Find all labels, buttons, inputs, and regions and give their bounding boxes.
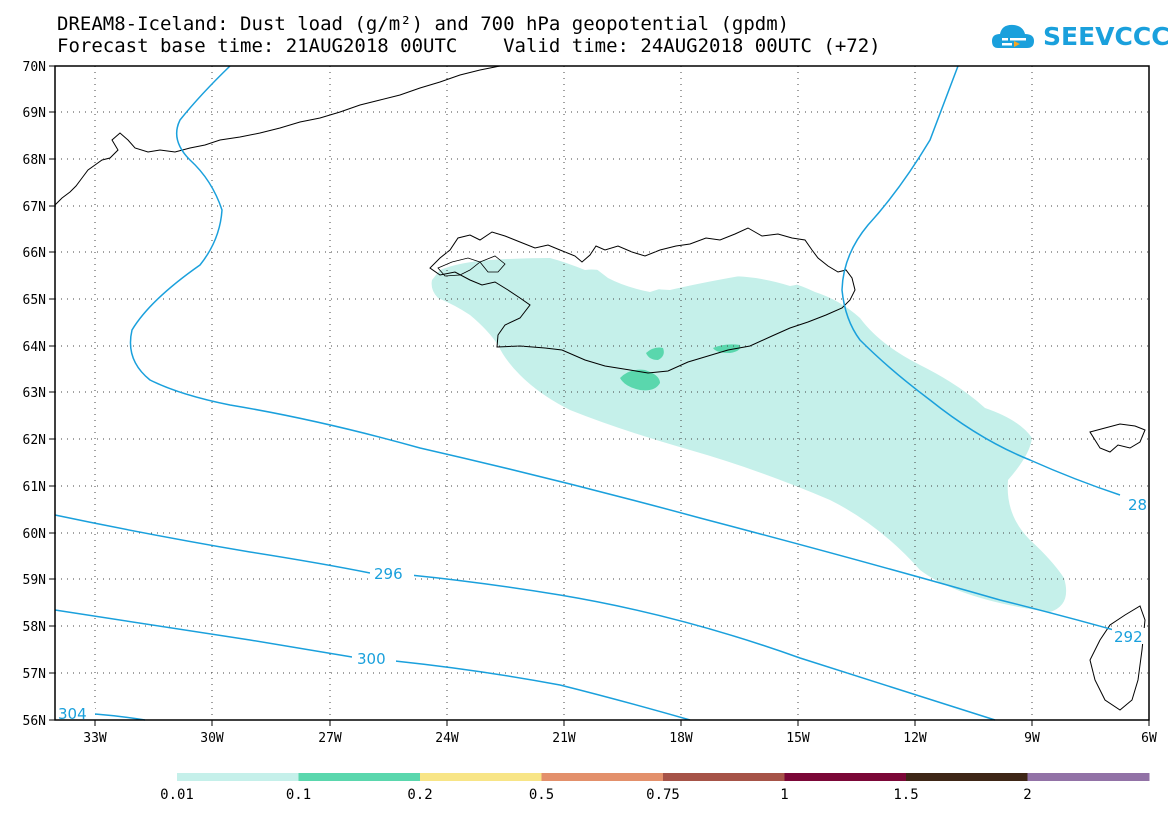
lat-label: 60N <box>23 527 46 542</box>
legend-swatch <box>1027 773 1150 781</box>
legend-label: 2 <box>1023 787 1031 803</box>
legend-swatch <box>177 773 299 781</box>
lon-label: 33W <box>83 731 107 746</box>
legend-label: 1.5 <box>893 787 918 803</box>
lon-label: 9W <box>1024 731 1040 746</box>
lat-label: 66N <box>23 246 46 261</box>
lon-axis: 33W 30W 27W 24W 21W 18W 15W 12W 9W 6W <box>83 731 1157 746</box>
legend-swatch <box>784 773 907 781</box>
lon-label: 18W <box>669 731 693 746</box>
lat-label: 62N <box>23 433 46 448</box>
faroe-norway-coast <box>1089 423 1146 711</box>
legend-swatch <box>420 773 542 781</box>
lat-label: 61N <box>23 480 46 495</box>
lat-label: 68N <box>23 153 46 168</box>
colorbar-legend: 0.01 0.1 0.2 0.5 0.75 1 1.5 2 <box>160 773 1150 803</box>
label-bg-292 <box>1112 628 1149 644</box>
legend-swatch <box>298 773 421 781</box>
lon-label: 12W <box>903 731 927 746</box>
contour-label-300: 300 <box>357 650 386 668</box>
contour-west <box>129 65 1150 641</box>
lon-ticks <box>94 720 1150 726</box>
lat-label: 67N <box>23 200 46 215</box>
legend-swatch <box>541 773 664 781</box>
label-bg-28 <box>1124 494 1149 512</box>
dust-area-low <box>431 258 1067 612</box>
dust-gap <box>595 245 815 292</box>
forecast-times: Forecast base time: 21AUG2018 00UTC Vali… <box>57 35 881 57</box>
map-frame <box>54 65 1150 721</box>
seevccc-logo <box>992 24 1034 48</box>
lat-label: 64N <box>23 340 46 355</box>
dust-area-mid-3 <box>713 344 741 353</box>
geopotential-contours <box>54 65 1150 721</box>
iceland-coastline <box>429 227 856 374</box>
label-bg-300 <box>352 648 396 666</box>
lat-label: 63N <box>23 386 46 401</box>
lon-label: 27W <box>318 731 342 746</box>
contour-304 <box>94 713 146 721</box>
logo-text: SEEVCCC <box>1043 22 1170 51</box>
lon-label: 30W <box>200 731 224 746</box>
legend-label: 0.5 <box>529 787 554 803</box>
legend-label: 0.75 <box>646 787 680 803</box>
contour-label-292: 292 <box>1114 628 1143 646</box>
legend-label: 0.01 <box>160 787 194 803</box>
lat-ticks <box>49 65 55 721</box>
lat-label: 70N <box>23 60 46 75</box>
dust-area-mid-1 <box>620 369 660 391</box>
contour-label-296: 296 <box>374 565 403 583</box>
legend-swatch <box>906 773 1028 781</box>
lat-label: 59N <box>23 573 46 588</box>
lon-label: 6W <box>1141 731 1157 746</box>
map-title: DREAM8-Iceland: Dust load (g/m²) and 700… <box>57 13 790 35</box>
iceland-west-fjords <box>437 255 506 277</box>
label-bg-304 <box>55 705 95 720</box>
legend-label: 0.1 <box>286 787 311 803</box>
contour-label-28: 28 <box>1128 496 1147 514</box>
lat-label: 57N <box>23 667 46 682</box>
contour-300 <box>54 609 691 721</box>
lat-label: 56N <box>23 714 46 729</box>
legend-swatch <box>663 773 785 781</box>
lat-label: 69N <box>23 106 46 121</box>
greenland-coastline <box>54 65 501 206</box>
lat-axis: 70N 69N 68N 67N 66N 65N 64N 63N 62N 61N … <box>23 60 46 729</box>
graticule <box>55 66 1149 720</box>
lat-label: 58N <box>23 620 46 635</box>
legend-label: 0.2 <box>407 787 432 803</box>
lat-label: 65N <box>23 293 46 308</box>
legend-label: 1 <box>780 787 788 803</box>
dust-area-mid-2 <box>646 347 664 360</box>
contour-label-304: 304 <box>58 705 87 723</box>
lon-label: 15W <box>786 731 810 746</box>
label-bg-296 <box>370 563 414 581</box>
lon-label: 21W <box>552 731 576 746</box>
contour-east <box>841 65 1121 496</box>
lon-label: 24W <box>435 731 459 746</box>
contour-296 <box>54 514 996 721</box>
